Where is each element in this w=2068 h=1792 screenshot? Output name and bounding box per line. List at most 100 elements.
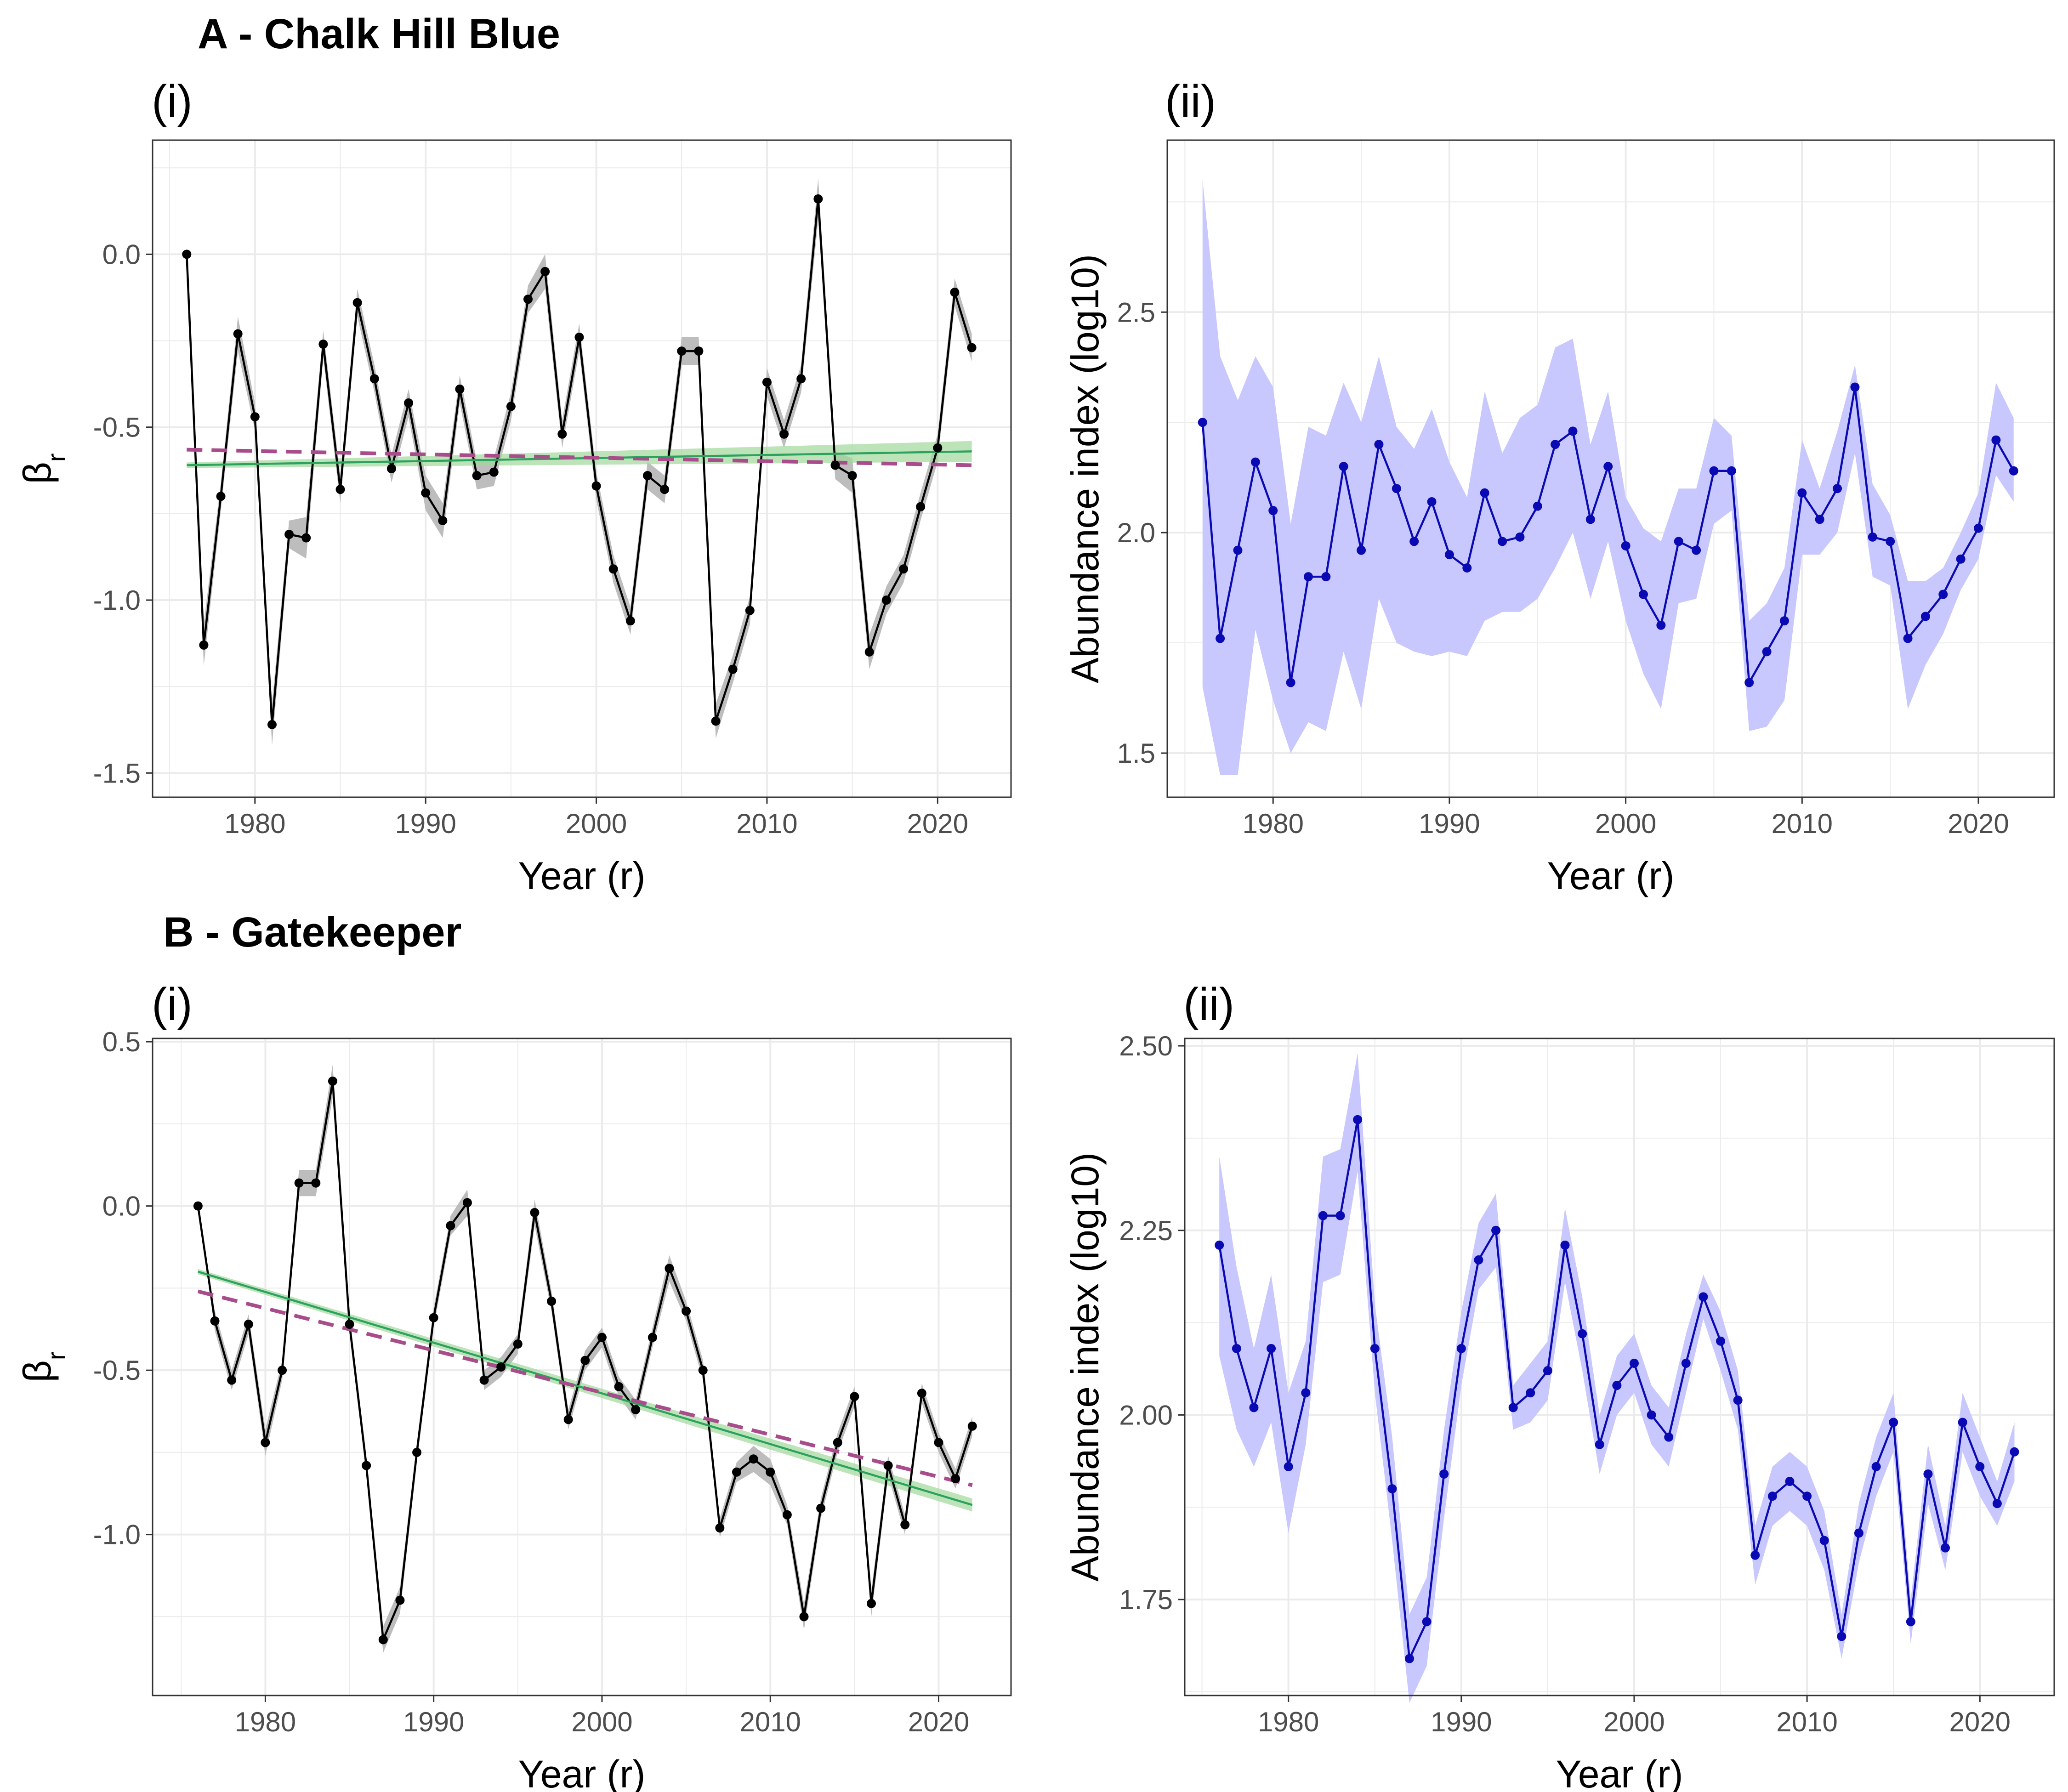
data-point bbox=[335, 485, 345, 494]
data-point bbox=[1681, 1358, 1691, 1368]
data-point bbox=[294, 1178, 304, 1188]
data-point bbox=[580, 1355, 590, 1365]
data-point bbox=[1923, 1469, 1933, 1479]
data-point bbox=[462, 1198, 472, 1208]
data-point bbox=[1692, 545, 1701, 555]
data-point bbox=[631, 1405, 641, 1414]
data-point bbox=[1837, 1632, 1846, 1641]
data-point bbox=[916, 502, 926, 511]
data-point bbox=[1621, 541, 1631, 550]
y-tick-label: 0.0 bbox=[102, 1191, 141, 1222]
chart-a-i: 1980 1990 2000 2010 2020 0.0 -0.5 -1.0 -1.5 (i) Ye… bbox=[16, 76, 1012, 897]
data-point bbox=[813, 194, 823, 204]
trend-dashed-line bbox=[187, 448, 972, 467]
data-point bbox=[883, 1461, 893, 1470]
data-point bbox=[782, 1510, 792, 1520]
data-point bbox=[1638, 590, 1648, 599]
data-point bbox=[1357, 545, 1366, 555]
data-point bbox=[267, 720, 277, 729]
data-point bbox=[479, 1375, 489, 1385]
y-tick-label: 1.75 bbox=[1119, 1584, 1173, 1615]
panel-label: (i) bbox=[152, 76, 193, 127]
chart-a-ii: 1980 1990 2000 2010 2020 1.5 2.0 2.5 (ii) Year (r… bbox=[1063, 76, 2055, 897]
plot-background bbox=[153, 140, 1011, 797]
data-point bbox=[352, 298, 362, 307]
data-point bbox=[732, 1467, 741, 1477]
data-point bbox=[210, 1316, 220, 1326]
data-point bbox=[864, 647, 874, 657]
data-point bbox=[1515, 532, 1525, 542]
data-point bbox=[1508, 1403, 1518, 1412]
data-point bbox=[1480, 488, 1489, 498]
data-point bbox=[648, 1333, 657, 1342]
y-axis-label: Abundance index (log10) bbox=[1063, 1152, 1107, 1582]
panel-border bbox=[1184, 1038, 2055, 1696]
y-axis-label: βr bbox=[16, 1352, 71, 1383]
data-point bbox=[1779, 616, 1789, 626]
x-tick-label: 2020 bbox=[1949, 1707, 2011, 1737]
data-point bbox=[1427, 497, 1437, 506]
data-point bbox=[513, 1339, 523, 1349]
panel-label: (ii) bbox=[1183, 979, 1234, 1030]
x-tick-label: 1990 bbox=[1431, 1707, 1492, 1737]
data-point bbox=[429, 1313, 438, 1322]
x-tick-label: 1980 bbox=[224, 808, 285, 839]
data-point bbox=[2009, 466, 2018, 476]
y-tick-label: -0.5 bbox=[93, 1355, 141, 1386]
data-point bbox=[1456, 1344, 1466, 1353]
data-point bbox=[951, 1474, 960, 1484]
y-tick-label: -1.5 bbox=[93, 758, 141, 788]
y-tick-label: 2.5 bbox=[1117, 297, 1155, 328]
x-tick-label: 1980 bbox=[235, 1707, 296, 1737]
data-point bbox=[1198, 418, 1207, 427]
panel-border bbox=[152, 139, 1012, 798]
data-point bbox=[762, 377, 772, 387]
data-point bbox=[421, 488, 431, 498]
data-point bbox=[1374, 440, 1384, 449]
data-point bbox=[1709, 466, 1719, 476]
data-point bbox=[1941, 1543, 1950, 1553]
data-point bbox=[665, 1264, 674, 1273]
x-tick-label: 2000 bbox=[1603, 1707, 1665, 1737]
data-point bbox=[799, 1612, 809, 1622]
x-tick-label: 1980 bbox=[1258, 1707, 1319, 1737]
data-point bbox=[1551, 440, 1560, 449]
data-point bbox=[766, 1467, 775, 1477]
data-point bbox=[830, 460, 840, 470]
data-point bbox=[2010, 1447, 2019, 1457]
data-point bbox=[563, 1415, 573, 1424]
y-axis-label: βr bbox=[16, 454, 71, 484]
data-point bbox=[540, 267, 550, 276]
data-point bbox=[1339, 462, 1348, 471]
data-point bbox=[1585, 515, 1595, 524]
data-point bbox=[227, 1375, 237, 1385]
data-point bbox=[1903, 634, 1913, 643]
panel-b-title: B - Gatekeeper bbox=[163, 909, 461, 956]
data-point bbox=[1767, 1491, 1777, 1501]
x-tick-label: 1980 bbox=[1242, 808, 1303, 839]
data-point bbox=[557, 429, 567, 439]
data-point bbox=[328, 1076, 337, 1086]
data-point bbox=[1920, 612, 1930, 621]
data-point bbox=[591, 481, 601, 491]
data-point bbox=[608, 564, 618, 574]
data-point bbox=[899, 564, 909, 574]
data-point bbox=[779, 429, 789, 439]
data-point bbox=[1318, 1211, 1328, 1220]
data-point bbox=[1871, 1462, 1881, 1471]
x-tick-label: 2000 bbox=[571, 1707, 632, 1737]
data-point bbox=[496, 1362, 506, 1372]
data-point bbox=[1370, 1344, 1380, 1353]
data-point bbox=[900, 1520, 910, 1530]
data-point bbox=[1716, 1336, 1726, 1346]
data-point bbox=[1889, 1418, 1898, 1427]
data-point bbox=[796, 374, 806, 384]
x-tick-label: 2020 bbox=[1948, 808, 2009, 839]
data-point bbox=[1286, 678, 1295, 687]
data-point bbox=[1802, 1491, 1812, 1501]
data-point bbox=[682, 1306, 691, 1316]
data-point bbox=[216, 492, 226, 501]
data-point bbox=[489, 467, 499, 477]
chart-b-ii: 1980 1990 2000 2010 2020 2.50 2.25 2.00 1.75 (ii)… bbox=[1063, 979, 2055, 1792]
